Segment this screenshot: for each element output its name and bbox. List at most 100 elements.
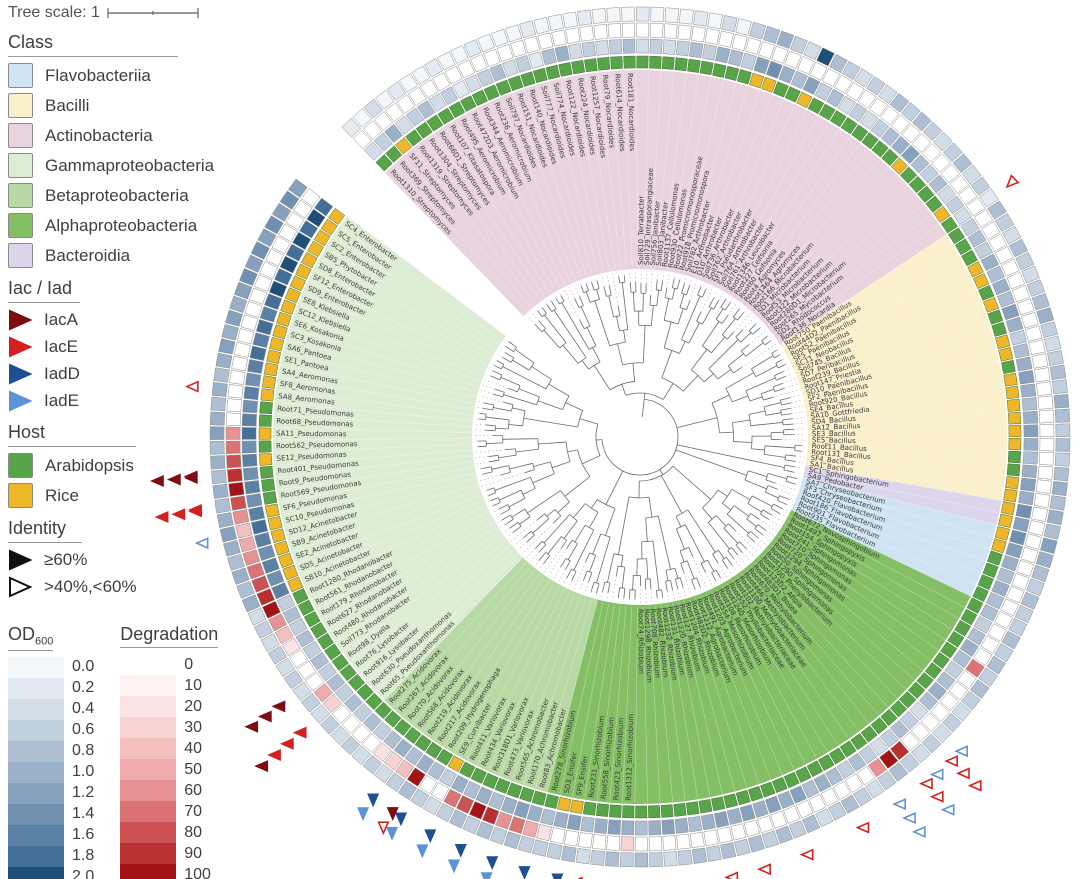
- marker-triangle: [757, 863, 771, 876]
- leaf-branch: [676, 279, 681, 290]
- od600-tick: 0.6: [72, 721, 95, 739]
- degradation-cell: [676, 833, 691, 850]
- leaf-branch: [505, 345, 514, 352]
- leaf-branch: [779, 495, 789, 500]
- leaf-dotted-connector: [754, 541, 763, 550]
- separator-line: [489, 103, 571, 283]
- degradation-tick: 50: [184, 760, 203, 778]
- degradation-cell: [470, 53, 488, 73]
- degradation-cell: [880, 105, 900, 126]
- marker-triangle: [254, 760, 269, 773]
- leaf-branch: [539, 552, 547, 561]
- host-cell: [1001, 359, 1016, 374]
- od600-extra-cell: [211, 382, 228, 397]
- marker-triangle: [480, 872, 493, 879]
- degradation-cell: [636, 22, 650, 38]
- host-cell: [972, 586, 989, 602]
- host-cell: [508, 75, 524, 92]
- host-cell: [356, 683, 374, 701]
- od600-cell: [310, 651, 330, 671]
- leaf-dotted-connector: [662, 272, 665, 281]
- separator-line: [499, 593, 576, 776]
- leaf-branch: [504, 519, 514, 526]
- od600-extra-cell: [218, 338, 236, 355]
- leaf-dotted-connector: [488, 368, 493, 372]
- marker-triangle: [955, 767, 970, 780]
- separator-line: [726, 582, 828, 752]
- host-cell: [908, 175, 926, 194]
- od600-row: 0.4: [8, 698, 95, 720]
- leaf-branch: [503, 401, 514, 405]
- od600-extra-cell: [352, 108, 372, 128]
- od600-cell: [952, 649, 972, 669]
- separator-line: [781, 235, 946, 344]
- branch-arc: [733, 316, 738, 321]
- branch: [512, 359, 530, 371]
- od600-cell: [243, 386, 260, 401]
- od600-cell: [292, 231, 312, 250]
- od600-cell: [928, 174, 948, 194]
- od600-cell: [944, 660, 964, 680]
- separator-line: [326, 247, 495, 350]
- degradation-cell: [256, 588, 275, 606]
- od600-cell: [980, 253, 1000, 272]
- separator-line: [308, 281, 487, 365]
- od600-cell: [1023, 424, 1039, 438]
- branch: [531, 366, 552, 380]
- od600-extra-cell: [776, 30, 795, 49]
- leaf-branch: [488, 492, 496, 496]
- od600-extra-cell: [590, 849, 606, 866]
- branch: [663, 321, 672, 348]
- branch: [687, 509, 716, 553]
- od600-cell: [752, 800, 769, 818]
- branch: [522, 487, 536, 495]
- separator-line: [274, 414, 471, 427]
- leaf-branch: [781, 402, 792, 406]
- od600-tick: 1.4: [72, 805, 95, 823]
- degradation-tick: 40: [184, 739, 203, 757]
- marker-triangle: [799, 848, 814, 861]
- host-cell: [582, 801, 597, 816]
- class-sector-Flavobacteriia: [791, 477, 997, 597]
- leaf-dotted-connector: [790, 405, 804, 409]
- legend-class-item-label: Actinobacteria: [45, 125, 153, 145]
- host-cell: [532, 67, 548, 84]
- od600-extra-cell: [706, 845, 722, 862]
- od600-cell: [1009, 529, 1027, 546]
- leaf-dotted-connector: [558, 291, 562, 296]
- od600-cell: [959, 638, 979, 657]
- leaf-dotted-connector: [793, 471, 802, 475]
- od600-extra-cell: [210, 396, 227, 412]
- leaf-branch: [494, 365, 502, 370]
- class-sector-Alphaproteobacteria: [547, 509, 971, 805]
- od600-cell: [713, 811, 730, 828]
- separator-line: [741, 143, 860, 302]
- leaf-branch: [712, 553, 719, 563]
- degradation-cell: [579, 25, 594, 42]
- od600-extra-cell: [932, 723, 952, 744]
- od600-tick: 0.4: [72, 700, 95, 718]
- leaf-branch: [783, 423, 794, 426]
- host-cell: [749, 72, 765, 89]
- od600-cell: [937, 184, 957, 204]
- leaf-branch: [670, 580, 673, 591]
- od600-cell: [246, 493, 263, 508]
- leaf-branch: [535, 540, 543, 549]
- od600-cell: [1015, 503, 1033, 519]
- branch: [621, 566, 626, 589]
- host-cell: [747, 785, 764, 802]
- od600-extra-cell: [802, 814, 821, 834]
- branch: [748, 410, 766, 415]
- leaf-branch: [739, 541, 747, 550]
- degradation-scale-title: Degradation: [120, 624, 219, 648]
- leaf-branch: [560, 540, 568, 549]
- degradation-cell: [120, 696, 177, 717]
- leaf-branch: [782, 418, 793, 421]
- separator-line: [672, 77, 712, 271]
- od600-cell: [266, 569, 285, 587]
- separator-line: [808, 387, 1003, 415]
- separator-line: [678, 602, 723, 794]
- degradation-cell: [730, 823, 747, 841]
- branch: [717, 369, 732, 380]
- leaf-dotted-connector: [782, 357, 787, 360]
